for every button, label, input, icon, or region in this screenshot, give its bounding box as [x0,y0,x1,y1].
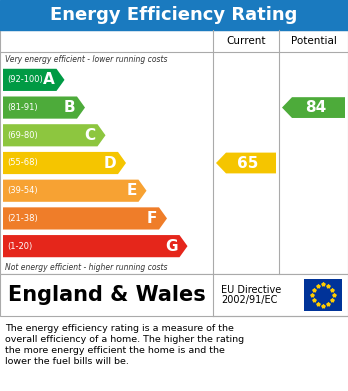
Text: (1-20): (1-20) [7,242,32,251]
Polygon shape [3,235,188,257]
Bar [0,274,348,316]
Bar [304,279,342,311]
Text: (81-91): (81-91) [7,103,38,112]
Text: Current: Current [226,36,266,46]
Text: Not energy efficient - higher running costs: Not energy efficient - higher running co… [5,262,167,271]
Text: overall efficiency of a home. The higher the rating: overall efficiency of a home. The higher… [5,335,244,344]
Polygon shape [3,69,64,91]
Text: 84: 84 [305,100,326,115]
Text: D: D [103,156,116,170]
Text: (21-38): (21-38) [7,214,38,223]
Text: B: B [63,100,75,115]
Text: Energy Efficiency Rating: Energy Efficiency Rating [50,6,298,24]
Text: lower the fuel bills will be.: lower the fuel bills will be. [5,357,129,366]
Text: England & Wales: England & Wales [8,285,206,305]
Polygon shape [3,179,147,202]
Polygon shape [3,207,167,230]
Polygon shape [216,152,276,173]
Text: the more energy efficient the home is and the: the more energy efficient the home is an… [5,346,225,355]
Text: E: E [126,183,136,198]
Text: (69-80): (69-80) [7,131,38,140]
Polygon shape [3,152,126,174]
Bar [0,0,348,30]
Text: (39-54): (39-54) [7,186,38,195]
Text: 65: 65 [237,156,259,170]
Text: The energy efficiency rating is a measure of the: The energy efficiency rating is a measur… [5,324,234,333]
Polygon shape [282,97,345,118]
Polygon shape [3,124,105,146]
Text: F: F [147,211,157,226]
Text: (92-100): (92-100) [7,75,43,84]
Polygon shape [3,97,85,118]
Text: G: G [165,239,177,254]
Text: C: C [84,128,95,143]
Text: 2002/91/EC: 2002/91/EC [221,295,277,305]
Text: Potential: Potential [291,36,337,46]
Text: EU Directive: EU Directive [221,285,281,295]
Text: (55-68): (55-68) [7,158,38,167]
Text: Very energy efficient - lower running costs: Very energy efficient - lower running co… [5,54,167,63]
Text: A: A [43,72,55,87]
Bar [0,30,348,274]
